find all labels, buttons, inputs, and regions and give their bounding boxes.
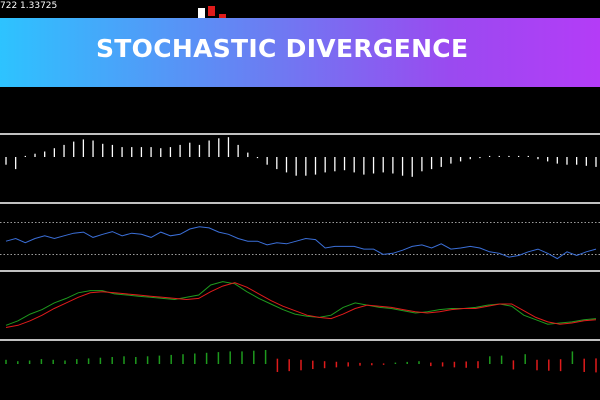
histogram-panel: [5, 137, 597, 177]
stochastic-panel: [5, 281, 597, 328]
price-candle: [219, 14, 226, 18]
stochastic-main-line: [5, 281, 597, 326]
blue-oscillator-line: [5, 226, 597, 260]
price-candles: [198, 6, 226, 18]
divergence-bars-panel: [5, 350, 597, 373]
banner-title: STOCHASTIC DIVERGENCE: [96, 34, 469, 63]
title-banner: [0, 18, 600, 87]
price-readout: 722 1.33725: [0, 1, 58, 11]
price-candle: [208, 6, 215, 16]
price-candle: [198, 8, 205, 18]
blue-oscillator-panel: [0, 222, 600, 260]
stochastic-signal-line: [5, 282, 597, 328]
